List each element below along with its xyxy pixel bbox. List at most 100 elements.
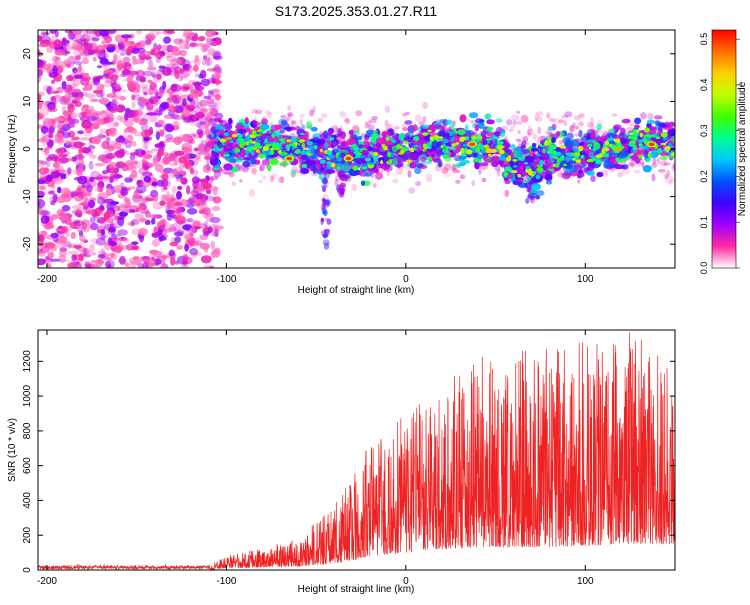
spectrogram-cell xyxy=(160,263,169,268)
spectrogram-cell xyxy=(204,57,211,67)
spectrogram-hotspot xyxy=(614,147,621,151)
spectrogram-cell xyxy=(55,147,65,154)
spectrogram-cell xyxy=(174,236,181,244)
spectrogram-cell xyxy=(142,258,150,263)
spectrogram-cell xyxy=(40,125,49,134)
spectrogram-cell xyxy=(348,129,355,136)
spectrogram-cell xyxy=(608,140,616,145)
spectrogram-cell xyxy=(148,59,154,68)
spectrogram-cell xyxy=(177,185,183,190)
spectrogram-cell xyxy=(580,158,586,165)
spectrogram-cell xyxy=(88,97,97,103)
spectrogram-cell xyxy=(96,174,104,183)
spectrogram-cell xyxy=(38,240,44,247)
spectrogram-cell xyxy=(551,136,556,143)
spectrogram-cell xyxy=(147,66,157,71)
spectrogram-cell xyxy=(664,173,669,179)
spectrogram-cell xyxy=(323,141,329,150)
spectrogram-cell xyxy=(166,209,176,215)
spectrogram-cell xyxy=(147,162,159,167)
spectrogram-cell xyxy=(82,87,89,92)
spectrogram-cell xyxy=(366,146,374,151)
snr-y-label: SNR (10 * v/v) xyxy=(7,418,18,482)
spectrogram-cell xyxy=(134,257,142,266)
colorbar: 0.0 0.1 0.2 0.3 0.4 0.5 Normalized spectral a… xyxy=(699,29,748,274)
spectrogram-cell xyxy=(161,193,166,203)
colorbar-gradient xyxy=(712,30,736,268)
spectrogram-cell xyxy=(203,95,212,100)
spectrogram-cell xyxy=(140,124,149,132)
spectrogram-cell xyxy=(85,93,96,99)
spectrogram-cell xyxy=(516,121,523,125)
spectrogram-cell xyxy=(54,132,64,142)
spectrogram-cell xyxy=(274,124,283,130)
spectrogram-cell xyxy=(126,81,136,90)
spectrogram-cell xyxy=(632,133,639,138)
spectrogram-cell xyxy=(69,76,76,82)
spectrogram-cell xyxy=(131,228,141,236)
spectrogram-cell xyxy=(337,128,343,137)
spectrogram-cell xyxy=(396,168,404,175)
spectrogram-cell xyxy=(587,121,594,128)
spectrogram-cell xyxy=(386,170,391,177)
spectrogram-cell xyxy=(474,118,485,124)
spectrogram-cell xyxy=(103,149,111,156)
spectrogram-cell xyxy=(59,126,68,133)
spectrogram-cell xyxy=(236,156,244,163)
spectrogram-cell xyxy=(436,141,441,148)
spectrogram-cell xyxy=(195,121,202,129)
spectrogram-cell xyxy=(299,132,306,136)
spectrogram-cell xyxy=(647,113,654,120)
spectrogram-cell xyxy=(629,162,637,167)
spectrogram-cell xyxy=(468,112,479,119)
spectrogram-cell xyxy=(77,130,84,135)
spectrogram-cell xyxy=(108,226,117,233)
spectrogram-cell xyxy=(546,131,553,136)
spectrogram-cell xyxy=(387,151,392,158)
spectrogram-cell xyxy=(239,138,244,144)
spectrogram-cell xyxy=(231,181,236,186)
spectrogram-cell xyxy=(414,136,420,142)
spectrogram-cell xyxy=(405,159,413,163)
spectrogram-cell xyxy=(95,219,101,223)
spectrogram-cell xyxy=(182,224,193,231)
spectrogram-cell xyxy=(189,84,194,93)
spectrogram-cell xyxy=(43,101,49,109)
spectrogram-x-tick-label: -200 xyxy=(37,274,57,285)
spectrogram-cell xyxy=(630,159,634,168)
spectrogram-cell xyxy=(419,156,427,162)
spectrogram-cell xyxy=(159,129,165,137)
spectrogram-cell xyxy=(50,232,59,239)
spectrogram-cell xyxy=(77,211,83,218)
spectrogram-cell xyxy=(364,172,372,177)
spectrogram-cell xyxy=(200,107,208,114)
spectrogram-cell xyxy=(147,50,156,56)
spectrogram-cell xyxy=(595,159,602,165)
spectrogram-cell xyxy=(646,119,656,125)
spectrogram-cell xyxy=(116,60,125,70)
spectrogram-cell xyxy=(194,32,198,40)
spectrogram-cell xyxy=(198,99,209,107)
spectrogram-cell xyxy=(45,156,53,162)
spectrogram-cell xyxy=(628,143,635,147)
spectrogram-cell xyxy=(89,222,99,231)
spectrogram-cell xyxy=(279,138,285,142)
spectrogram-cell xyxy=(60,60,67,69)
spectrogram-cell xyxy=(154,51,164,59)
spectrogram-cell xyxy=(656,156,661,165)
spectrogram-cell xyxy=(76,206,86,214)
spectrogram-cell xyxy=(353,150,360,155)
spectrogram-cell xyxy=(536,153,541,157)
spectrogram-cell xyxy=(73,61,83,65)
spectrogram-cell xyxy=(176,245,183,250)
spectrogram-cell xyxy=(204,53,210,63)
spectrogram-cell xyxy=(267,111,272,118)
spectrogram-cell xyxy=(542,148,546,154)
spectrogram-cell xyxy=(94,162,105,167)
spectrogram-cell xyxy=(176,208,182,214)
spectrogram-cell xyxy=(55,74,62,82)
spectrogram-cell xyxy=(168,154,174,164)
spectrogram-cell xyxy=(197,184,204,193)
spectrogram-cell xyxy=(554,163,560,168)
